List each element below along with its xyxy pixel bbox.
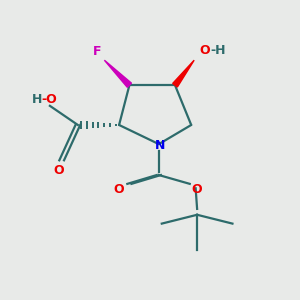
Polygon shape <box>104 60 131 87</box>
Text: O: O <box>53 164 64 177</box>
Polygon shape <box>173 60 194 87</box>
Text: O: O <box>192 183 203 196</box>
Text: F: F <box>93 45 101 58</box>
Text: H: H <box>32 93 42 106</box>
Text: N: N <box>155 139 166 152</box>
Text: O: O <box>114 183 124 196</box>
Text: -O: -O <box>41 93 57 106</box>
Text: O: O <box>199 44 210 57</box>
Text: -H: -H <box>210 44 226 57</box>
